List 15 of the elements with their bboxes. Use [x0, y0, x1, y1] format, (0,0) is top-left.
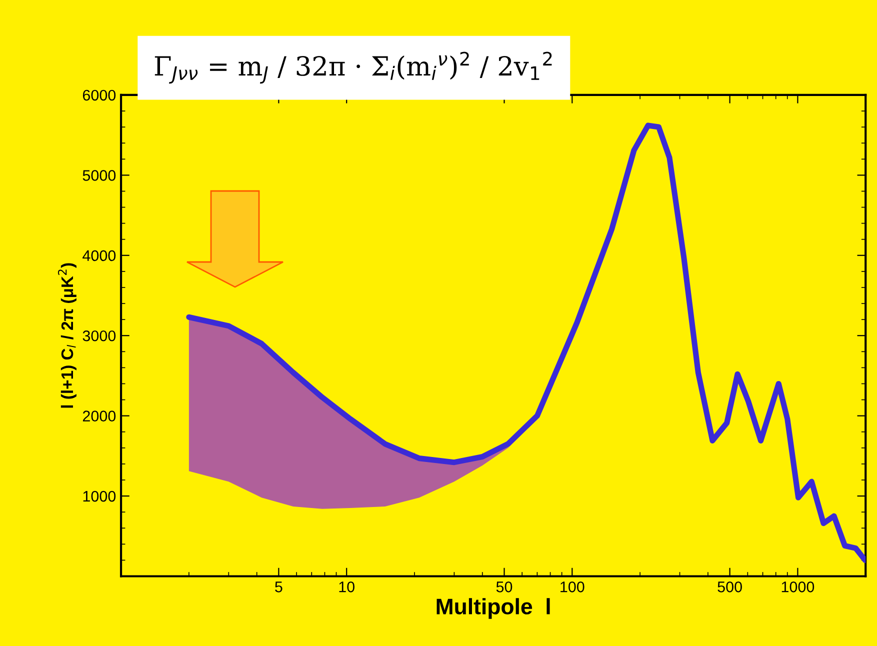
- y-tick-label: 2000: [82, 410, 116, 422]
- x-tick-label: 10: [339, 581, 354, 592]
- y-tick-label: 4000: [82, 250, 116, 262]
- x-tick-label: 500: [718, 581, 742, 592]
- x-tick-label: 5: [275, 582, 282, 592]
- text: Γ$_{Jνν}$ = m$_{J}$ / 32π · Σ$_{i}$(m$_{i}$$^{ν}$)$^{2}$ / 2v$_{1}$$^{2}$: [154, 52, 552, 84]
- y-tick-label: 5000: [82, 170, 116, 181]
- x-tick-label: 50: [496, 581, 512, 592]
- y-tick-label: 6000: [82, 90, 116, 101]
- y-axis-title: l (l+1) C$_{l}$ / 2π (μK$^{2}$): [58, 263, 76, 408]
- x-tick-label: 1000: [782, 581, 814, 592]
- y-tick-label: 3000: [82, 330, 116, 342]
- x-axis-title: Multipole l: [436, 598, 550, 619]
- y-tick-label: 1000: [83, 490, 116, 502]
- x-tick-label: 100: [560, 581, 584, 592]
